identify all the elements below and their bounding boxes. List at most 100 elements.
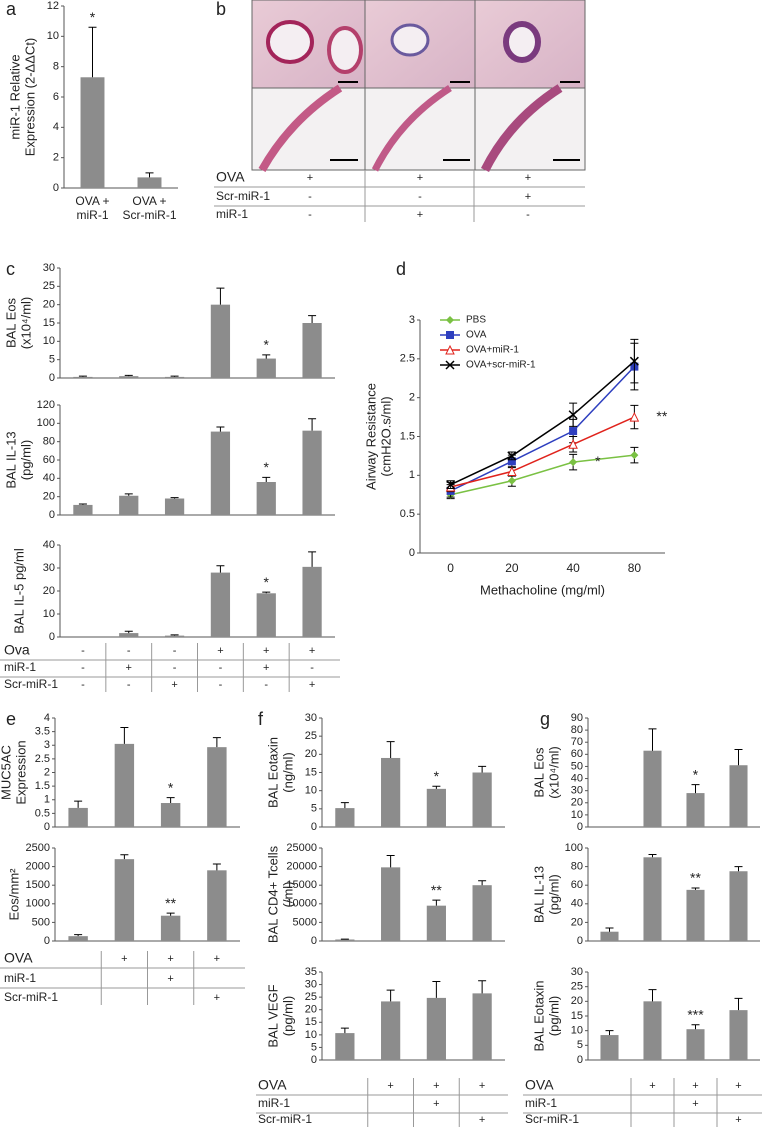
bar	[472, 993, 492, 1060]
y-tick-label: 3.5	[35, 726, 50, 738]
bar	[472, 772, 492, 827]
series-line	[450, 366, 635, 492]
airway	[390, 23, 430, 57]
y-tick-label: 100	[565, 842, 583, 854]
y-tick-label: 25	[305, 730, 317, 742]
y-tick-label: 40	[43, 539, 55, 551]
panel-label: b	[216, 0, 226, 19]
bar	[729, 765, 748, 827]
error-bar	[734, 748, 743, 766]
bar	[114, 743, 135, 827]
error-bar	[648, 854, 657, 858]
series-line	[450, 454, 635, 496]
bar	[119, 495, 139, 515]
y-tick-label: 2.5	[35, 753, 50, 765]
error-bar	[262, 354, 271, 359]
bar	[686, 1029, 705, 1060]
row-label: Scr-miR-1	[4, 677, 58, 691]
error-bar	[78, 375, 87, 377]
point	[568, 439, 578, 449]
significance: **	[165, 895, 176, 911]
x-tick-label: OVA +	[75, 194, 109, 208]
y-tick-label: 30	[43, 562, 55, 574]
cell: -	[308, 191, 312, 203]
significance: *	[90, 9, 96, 25]
error-bar	[308, 551, 317, 567]
bar	[381, 1001, 401, 1060]
significance: ***	[687, 1007, 704, 1023]
y-tick-label: 0	[577, 821, 583, 833]
point	[569, 458, 578, 467]
y-axis-label: (ng/ml)	[280, 752, 295, 792]
point	[630, 451, 639, 460]
cell: +	[121, 953, 127, 965]
cell: -	[127, 679, 131, 691]
cell: +	[525, 191, 531, 203]
cell: -	[308, 209, 312, 221]
cell: +	[171, 679, 177, 691]
y-tick-label: 0	[577, 1054, 583, 1066]
y-tick-label: 10	[43, 335, 55, 347]
significance: *	[264, 459, 270, 475]
error-bar	[166, 912, 175, 916]
cell: -	[127, 645, 131, 657]
point	[507, 476, 516, 485]
bar	[256, 482, 276, 515]
y-tick-label: 20	[43, 585, 55, 597]
y-tick-label: 8	[53, 61, 59, 73]
error-bar	[432, 785, 441, 789]
bar	[643, 857, 662, 941]
scale-bars	[330, 81, 580, 161]
row-label: Scr-miR-1	[258, 1112, 312, 1126]
error-bar	[120, 854, 129, 860]
error-bar	[78, 503, 87, 505]
y-tick-label: 35	[305, 966, 317, 978]
bar	[256, 358, 276, 378]
cell: +	[433, 1080, 439, 1092]
cell: +	[735, 1080, 741, 1092]
significance: *	[264, 574, 270, 590]
row-label: miR-1	[525, 1096, 557, 1110]
y-tick-label: 25	[305, 991, 317, 1003]
cell: -	[219, 679, 223, 691]
y-tick-label: 20	[571, 916, 583, 928]
y-tick-label: 2	[44, 766, 50, 778]
y-axis-label: MUC5AC	[0, 745, 13, 800]
cell: +	[649, 1080, 655, 1092]
y-tick-label: 1000	[26, 898, 50, 910]
row-label: miR-1	[4, 660, 36, 674]
cell: +	[167, 973, 173, 985]
y-tick-label: 25000	[286, 842, 317, 854]
bar	[643, 1001, 662, 1060]
bar	[68, 936, 88, 941]
point	[446, 480, 456, 490]
y-tick-label: 2	[409, 392, 415, 404]
cell: +	[126, 662, 132, 674]
row-label: Scr-miR-1	[216, 189, 270, 203]
error-bar	[216, 287, 225, 305]
error-bar	[734, 866, 743, 872]
error-bar	[386, 854, 395, 868]
y-tick-label: 20	[305, 748, 317, 760]
error-bar	[691, 887, 700, 890]
error-bar	[170, 497, 179, 499]
legend-marker	[446, 331, 454, 339]
y-tick-label: 15	[571, 1010, 583, 1022]
y-axis-label: (/ml)	[280, 882, 295, 908]
y-axis-label: Expression (2-ΔΔCt)	[22, 38, 37, 157]
y-tick-label: 4	[44, 712, 50, 724]
error-bar	[308, 315, 317, 323]
bar	[68, 807, 88, 827]
legend-marker	[445, 360, 455, 370]
bar	[210, 572, 231, 637]
y-tick-label: 40	[571, 898, 583, 910]
x-tick-label: OVA +	[132, 194, 166, 208]
y-axis-label: Airway Resistance	[363, 383, 378, 490]
y-tick-label: 2.5	[400, 353, 415, 365]
row-label: OVA	[216, 169, 245, 185]
panel-label: c	[6, 259, 15, 279]
y-tick-label: 2500	[26, 842, 50, 854]
error-bar	[308, 418, 317, 431]
error-bar	[120, 727, 129, 744]
